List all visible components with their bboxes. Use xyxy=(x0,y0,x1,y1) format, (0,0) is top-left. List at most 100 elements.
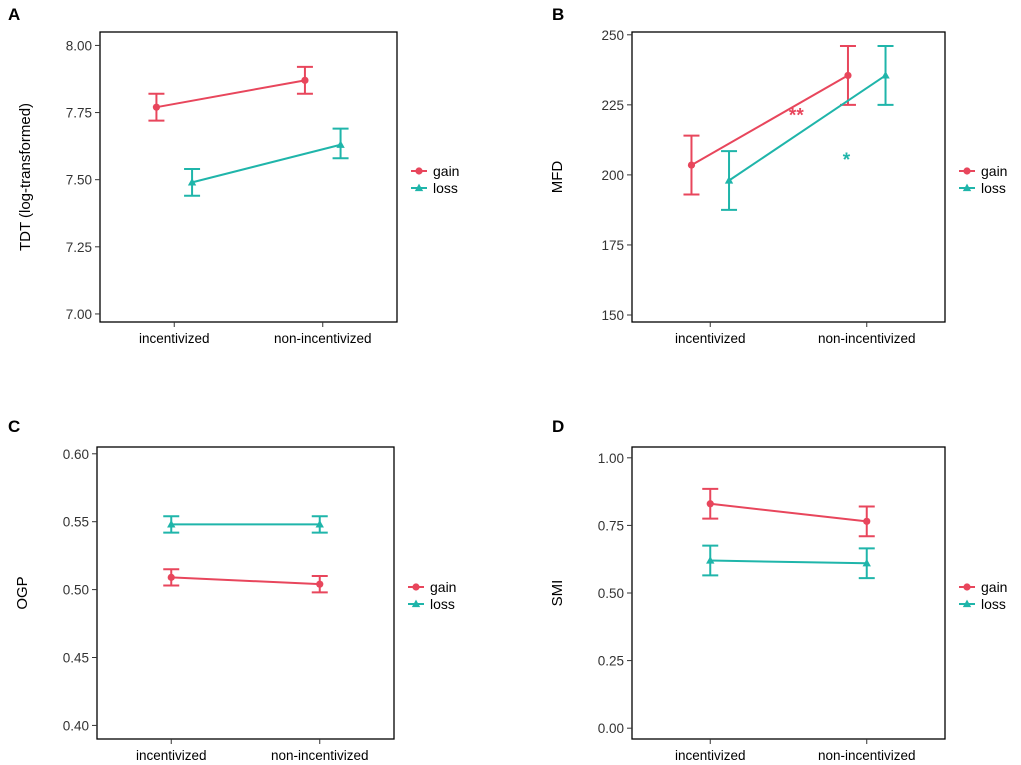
series-line xyxy=(690,74,849,166)
y-tick-label: 0.25 xyxy=(598,654,624,669)
legend-key-marker xyxy=(415,167,423,175)
series-loss xyxy=(163,515,328,534)
series-line xyxy=(710,502,867,523)
significance-marker: ** xyxy=(789,105,804,126)
data-point xyxy=(844,71,852,80)
legend-key-marker xyxy=(414,183,424,192)
y-tick-label: 7.50 xyxy=(66,173,92,188)
plot-frame xyxy=(631,31,946,323)
data-point xyxy=(724,176,734,184)
plot-frame xyxy=(631,446,946,740)
data-point xyxy=(167,573,175,581)
legend-item-loss: loss xyxy=(959,596,1006,612)
y-axis-title: TDT (log-transformed) xyxy=(17,103,34,251)
data-point xyxy=(336,140,345,148)
series-line xyxy=(191,143,341,184)
x-tick-label: incentivized xyxy=(136,748,207,763)
legend-key-marker xyxy=(962,599,972,608)
y-tick-label: 200 xyxy=(601,168,624,183)
series-loss xyxy=(721,45,894,211)
series-gain xyxy=(702,487,875,538)
legend-item-gain: gain xyxy=(408,579,456,595)
x-tick-label: non-incentivized xyxy=(271,748,369,763)
series-line xyxy=(728,74,887,182)
y-tick-label: 7.75 xyxy=(66,106,92,121)
y-tick-label: 175 xyxy=(601,238,624,253)
y-tick-label: 150 xyxy=(601,308,624,323)
legend-key-marker xyxy=(412,583,420,591)
data-point xyxy=(152,103,161,111)
legend-key-marker xyxy=(963,167,971,175)
x-tick-label: incentivized xyxy=(675,748,746,763)
panels-group: A 7.00 7.25 7.50 7.75 8.00 incentivized non-inc… xyxy=(8,5,1007,763)
legend-item-loss: loss xyxy=(408,596,455,612)
data-point xyxy=(687,161,696,169)
panel-letter: B xyxy=(552,5,564,24)
data-point xyxy=(862,558,871,567)
legend-label: gain xyxy=(981,579,1007,595)
series-line xyxy=(156,79,306,109)
legend-label: gain xyxy=(430,579,456,595)
legend-label: gain xyxy=(981,163,1007,179)
y-tick-label: 0.00 xyxy=(598,721,624,736)
legend-item-loss: loss xyxy=(411,180,458,196)
x-tick-label: non-incentivized xyxy=(818,331,916,346)
y-tick-label: 225 xyxy=(601,98,624,113)
data-point xyxy=(706,556,715,564)
series-gain xyxy=(148,65,313,122)
y-tick-label: 0.75 xyxy=(598,518,624,533)
legend-label: loss xyxy=(981,596,1006,612)
y-tick-label: 0.45 xyxy=(63,651,89,666)
data-point xyxy=(167,520,176,528)
plot-frame xyxy=(99,31,398,323)
legend-item-loss: loss xyxy=(959,180,1006,196)
series-line xyxy=(710,559,867,565)
y-tick-label: 1.00 xyxy=(598,451,624,466)
y-axis-title: MFD xyxy=(549,161,566,194)
data-point xyxy=(881,71,890,79)
data-point xyxy=(315,520,324,528)
panel-letter: D xyxy=(552,417,564,436)
series-line xyxy=(171,576,320,586)
legend-item-gain: gain xyxy=(959,579,1007,595)
series-loss xyxy=(702,544,875,580)
legend-label: loss xyxy=(433,180,458,196)
legend-item-gain: gain xyxy=(411,163,459,179)
legend-key-marker xyxy=(963,583,971,591)
x-tick-label: incentivized xyxy=(139,331,210,346)
data-point xyxy=(863,517,871,525)
series-loss xyxy=(184,127,349,197)
y-tick-label: 0.50 xyxy=(598,586,624,601)
x-tick-label: non-incentivized xyxy=(274,331,372,346)
series-gain xyxy=(163,568,328,594)
panel-c: C 0.40 0.45 0.50 0.55 0.60 incentivized non-inc… xyxy=(8,417,456,763)
y-axis-title: OGP xyxy=(14,576,31,609)
legend-label: loss xyxy=(430,596,455,612)
y-tick-label: 7.00 xyxy=(66,307,92,322)
legend-label: gain xyxy=(433,163,459,179)
y-tick-label: 250 xyxy=(601,28,624,43)
panel-d: D 0.00 0.25 0.50 0.75 1.00 incentivized non-inc… xyxy=(549,417,1007,763)
legend-item-gain: gain xyxy=(959,163,1007,179)
data-point xyxy=(316,580,324,588)
significance-marker: * xyxy=(843,150,851,171)
data-point xyxy=(706,500,714,508)
y-tick-label: 0.55 xyxy=(63,515,89,530)
panel-a: A 7.00 7.25 7.50 7.75 8.00 incentivized non-inc… xyxy=(8,5,459,346)
x-tick-label: non-incentivized xyxy=(818,748,916,763)
panel-letter: A xyxy=(8,5,20,24)
data-point xyxy=(301,76,309,84)
panel-b: B 150 175 200 225 250 incentivized non-incentiv… xyxy=(549,5,1007,346)
y-tick-label: 0.50 xyxy=(63,583,89,598)
data-point xyxy=(187,177,197,186)
y-tick-label: 0.60 xyxy=(63,447,89,462)
plot-frame xyxy=(96,446,395,740)
legend-label: loss xyxy=(981,180,1006,196)
y-tick-label: 0.40 xyxy=(63,718,89,733)
panel-letter: C xyxy=(8,417,20,436)
x-tick-label: incentivized xyxy=(675,331,746,346)
legend-key-marker xyxy=(962,183,972,192)
y-axis-title: SMI xyxy=(549,580,566,607)
series-gain xyxy=(683,45,856,196)
